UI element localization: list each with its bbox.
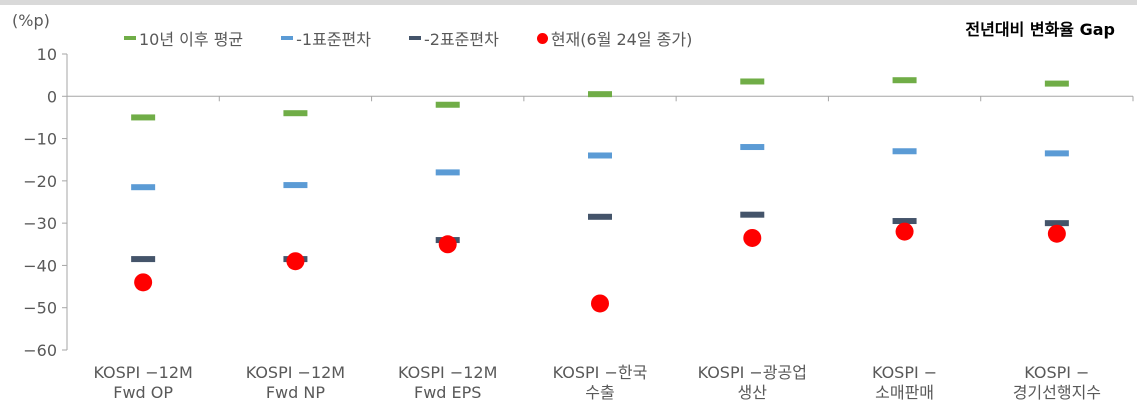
series-1-dash-marker xyxy=(1044,150,1069,157)
legend-label-minus2sd: -2표준편차 xyxy=(423,30,499,49)
x-category-label: Fwd OP xyxy=(113,383,173,402)
series-3-dot-marker xyxy=(134,273,153,292)
x-category-label: KOSPI −12M xyxy=(246,363,345,382)
legend-marker-minus1sd xyxy=(281,36,294,40)
series-1-dash-marker xyxy=(283,182,308,189)
x-category-label: 수출 xyxy=(585,383,614,402)
series-0-dash-marker xyxy=(588,91,612,98)
x-category-label: KOSPI −12M xyxy=(398,363,497,382)
series-0-dash-marker xyxy=(283,110,308,117)
series-0-dash-marker xyxy=(435,101,460,108)
x-category-label: KOSPI − xyxy=(1024,363,1089,382)
legend-label-minus1sd: -1표준편차 xyxy=(296,30,371,49)
top-bar xyxy=(0,0,1137,5)
y-tick-label: 10 xyxy=(37,45,57,64)
series-0-dash-marker xyxy=(131,114,156,121)
y-tick-label: −60 xyxy=(23,341,57,360)
y-tick-label: −40 xyxy=(23,256,57,275)
y-tick-label: 0 xyxy=(47,87,57,106)
series-1-dash-marker xyxy=(588,152,612,159)
series-0-dash-marker xyxy=(1044,80,1069,87)
x-category-label: KOSPI −12M xyxy=(93,363,192,382)
chart-title: 전년대비 변화율 Gap xyxy=(965,20,1115,39)
legend-marker-average xyxy=(124,36,136,40)
legend-item-minus2sd: -2표준편차 xyxy=(408,26,499,50)
series-1-dash-marker xyxy=(892,148,917,155)
series-3-dot-marker xyxy=(286,252,305,271)
series-1-dash-marker xyxy=(131,184,156,191)
x-category-label: KOSPI −광공업 xyxy=(698,363,807,382)
series-0-dash-marker xyxy=(892,77,917,84)
series-2-dash-marker xyxy=(740,211,765,218)
series-2-dash-marker xyxy=(892,218,917,225)
legend: 10년 이후 평균 -1표준편차 -2표준편차 현재(6월 24일 종가) xyxy=(124,26,730,50)
series-1-dash-marker xyxy=(740,144,765,151)
series-3-dot-marker xyxy=(438,235,457,254)
legend-item-minus1sd: -1표준편차 xyxy=(281,26,371,50)
legend-item-current: 현재(6월 24일 종가) xyxy=(536,26,693,50)
series-3-dot-marker xyxy=(1047,224,1066,243)
series-2-dash-marker xyxy=(1044,220,1069,227)
series-1-dash-marker xyxy=(435,169,460,176)
x-category-label: KOSPI −한국 xyxy=(553,363,648,382)
x-category-label: 소매판매 xyxy=(875,383,934,402)
legend-marker-minus2sd xyxy=(408,36,421,40)
x-category-label: 경기선행지수 xyxy=(1013,383,1101,402)
y-tick-label: −10 xyxy=(23,130,57,149)
legend-marker-current xyxy=(536,32,548,44)
x-category-label: Fwd NP xyxy=(266,383,326,402)
legend-label-current: 현재(6월 24일 종가) xyxy=(550,30,693,49)
series-3-dot-marker xyxy=(743,228,762,247)
y-tick-label: −30 xyxy=(23,214,57,233)
y-axis-unit: (%p) xyxy=(12,11,50,30)
y-tick-label: −50 xyxy=(23,299,57,318)
series-0-dash-marker xyxy=(740,78,765,85)
legend-label-average: 10년 이후 평균 xyxy=(139,30,244,49)
series-3-dot-marker xyxy=(895,222,914,241)
series-2-dash-marker xyxy=(131,256,156,263)
x-category-label: 생산 xyxy=(738,383,768,402)
series-3-dot-marker xyxy=(591,294,609,313)
series-2-dash-marker xyxy=(588,213,612,220)
legend-item-average: 10년 이후 평균 xyxy=(124,26,243,50)
x-category-label: KOSPI − xyxy=(872,363,937,382)
y-tick-label: −20 xyxy=(23,172,57,191)
x-category-label: Fwd EPS xyxy=(414,383,481,402)
